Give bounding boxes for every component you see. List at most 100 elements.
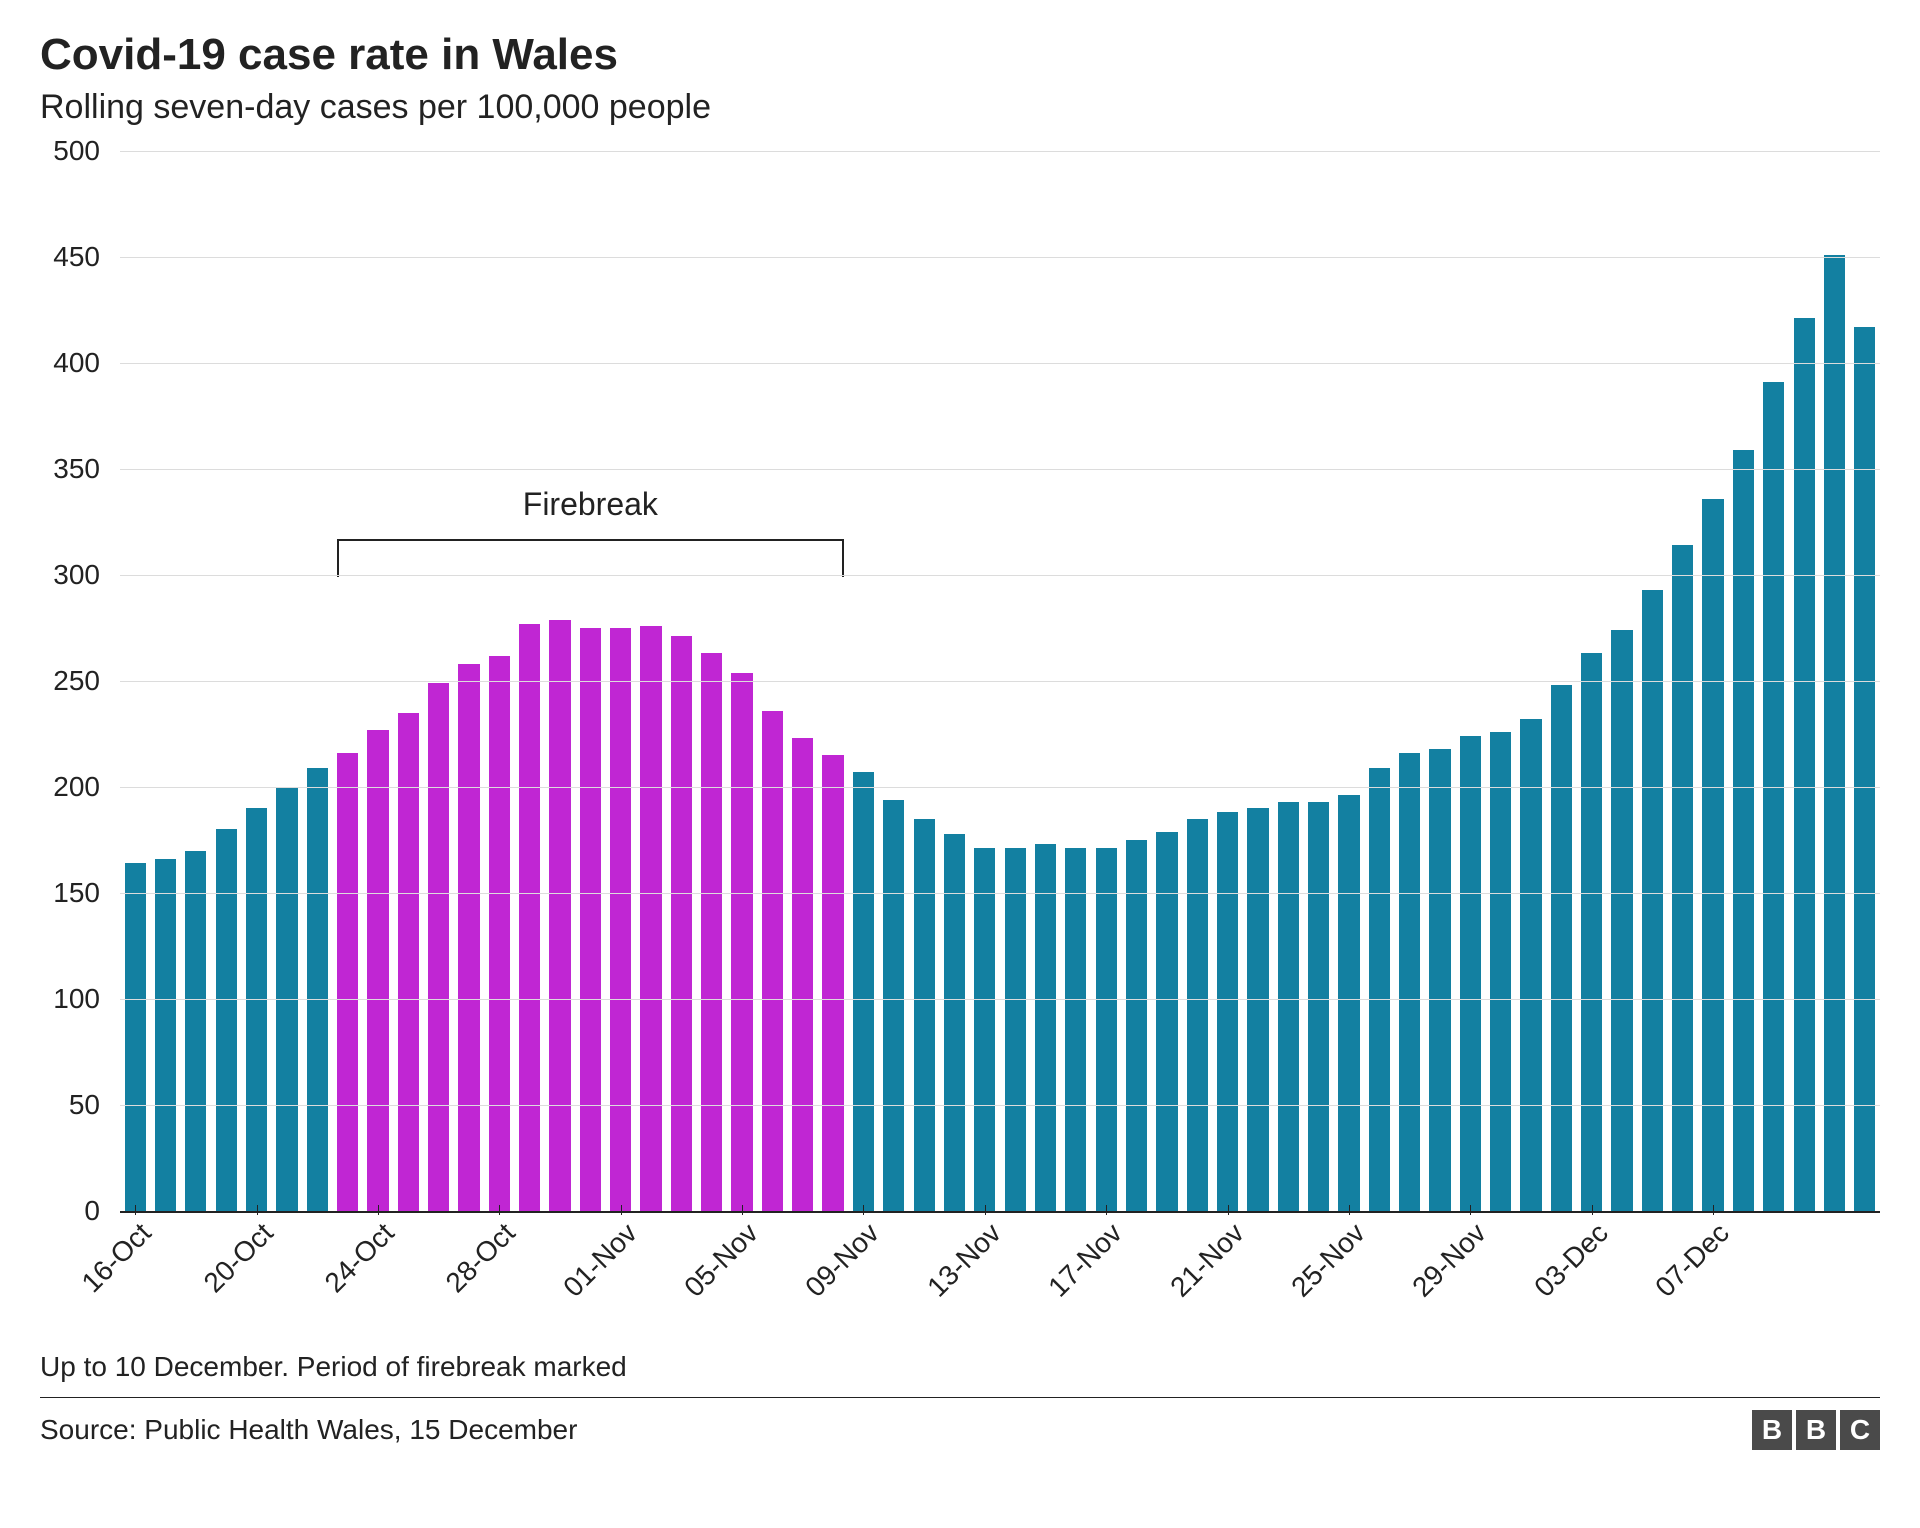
bbc-logo: BBC xyxy=(1752,1410,1880,1450)
bbc-logo-letter: C xyxy=(1840,1410,1880,1450)
bar xyxy=(1247,808,1268,1211)
bar xyxy=(1399,753,1420,1211)
bbc-logo-letter: B xyxy=(1796,1410,1836,1450)
bar xyxy=(1126,840,1147,1211)
x-tick-mark xyxy=(985,1205,986,1215)
bar xyxy=(367,730,388,1211)
grid-line xyxy=(120,999,1880,1000)
bar xyxy=(1156,832,1177,1211)
source-row: Source: Public Health Wales, 15 December… xyxy=(40,1397,1880,1450)
bar xyxy=(1824,255,1845,1211)
bar xyxy=(1581,653,1602,1211)
bar xyxy=(701,653,722,1211)
y-tick-label: 500 xyxy=(53,135,100,167)
x-tick-label: 20-Oct xyxy=(197,1217,279,1299)
x-tick-label: 09-Nov xyxy=(800,1217,886,1303)
bar xyxy=(246,808,267,1211)
x-tick-mark xyxy=(378,1205,379,1215)
x-tick-mark xyxy=(1228,1205,1229,1215)
bar xyxy=(731,673,752,1211)
plot-area: 050100150200250300350400450500 Firebreak… xyxy=(40,151,1880,1331)
x-tick-label: 03-Dec xyxy=(1528,1217,1614,1303)
x-tick-label: 25-Nov xyxy=(1285,1217,1371,1303)
y-tick-label: 0 xyxy=(84,1195,100,1227)
grid-line xyxy=(120,257,1880,258)
bar xyxy=(1308,802,1329,1211)
bar xyxy=(883,800,904,1211)
chart-container: Covid-19 case rate in Wales Rolling seve… xyxy=(0,0,1920,1528)
bar xyxy=(1065,848,1086,1211)
bar xyxy=(762,711,783,1211)
bar xyxy=(974,848,995,1211)
bar xyxy=(1733,450,1754,1211)
x-tick-mark xyxy=(1713,1205,1714,1215)
bar xyxy=(1672,545,1693,1211)
bar xyxy=(1429,749,1450,1211)
y-tick-label: 50 xyxy=(69,1089,100,1121)
bar xyxy=(489,656,510,1211)
y-axis: 050100150200250300350400450500 xyxy=(40,151,110,1331)
bar xyxy=(458,664,479,1211)
y-tick-label: 450 xyxy=(53,241,100,273)
bar xyxy=(822,755,843,1211)
x-tick-mark xyxy=(621,1205,622,1215)
x-tick-mark xyxy=(1592,1205,1593,1215)
chart-title: Covid-19 case rate in Wales xyxy=(40,30,1880,80)
x-tick-mark xyxy=(742,1205,743,1215)
bar xyxy=(1611,630,1632,1211)
bar xyxy=(792,738,813,1211)
bar xyxy=(1035,844,1056,1211)
y-tick-label: 150 xyxy=(53,877,100,909)
plot-region: Firebreak xyxy=(120,151,1880,1211)
bar xyxy=(1520,719,1541,1211)
bar xyxy=(944,834,965,1211)
x-tick-mark xyxy=(863,1205,864,1215)
x-tick-label: 24-Oct xyxy=(319,1217,401,1299)
grid-line xyxy=(120,681,1880,682)
bar xyxy=(610,628,631,1211)
bar xyxy=(1217,812,1238,1211)
bar xyxy=(1460,736,1481,1211)
bar xyxy=(1490,732,1511,1211)
bar xyxy=(1794,318,1815,1211)
bar xyxy=(185,851,206,1211)
bar xyxy=(1338,795,1359,1211)
grid-line xyxy=(120,469,1880,470)
bar xyxy=(1278,802,1299,1211)
x-tick-mark xyxy=(1349,1205,1350,1215)
grid-line xyxy=(120,787,1880,788)
grid-line xyxy=(120,893,1880,894)
grid-line xyxy=(120,363,1880,364)
x-tick-label: 13-Nov xyxy=(921,1217,1007,1303)
x-tick-label: 05-Nov xyxy=(678,1217,764,1303)
bar xyxy=(155,859,176,1211)
x-axis: 16-Oct20-Oct24-Oct28-Oct01-Nov05-Nov09-N… xyxy=(120,1211,1880,1331)
bar xyxy=(1187,819,1208,1211)
y-tick-label: 250 xyxy=(53,665,100,697)
bar xyxy=(1369,768,1390,1211)
y-tick-label: 200 xyxy=(53,771,100,803)
bar xyxy=(549,620,570,1211)
grid-line xyxy=(120,151,1880,152)
bar xyxy=(1005,848,1026,1211)
bar xyxy=(307,768,328,1211)
bbc-logo-letter: B xyxy=(1752,1410,1792,1450)
bar xyxy=(1096,848,1117,1211)
chart-note: Up to 10 December. Period of firebreak m… xyxy=(40,1341,1880,1397)
grid-line xyxy=(120,575,1880,576)
bar xyxy=(671,636,692,1211)
x-tick-label: 28-Oct xyxy=(440,1217,522,1299)
x-tick-mark xyxy=(1470,1205,1471,1215)
bar xyxy=(914,819,935,1211)
y-tick-label: 300 xyxy=(53,559,100,591)
bar xyxy=(853,772,874,1211)
x-tick-label: 29-Nov xyxy=(1407,1217,1493,1303)
bar xyxy=(1854,327,1875,1211)
bar xyxy=(640,626,661,1211)
bar xyxy=(337,753,358,1211)
bar xyxy=(519,624,540,1211)
y-tick-label: 400 xyxy=(53,347,100,379)
chart-subtitle: Rolling seven-day cases per 100,000 peop… xyxy=(40,88,1880,127)
chart-footer: Up to 10 December. Period of firebreak m… xyxy=(40,1341,1880,1450)
bar xyxy=(428,683,449,1211)
